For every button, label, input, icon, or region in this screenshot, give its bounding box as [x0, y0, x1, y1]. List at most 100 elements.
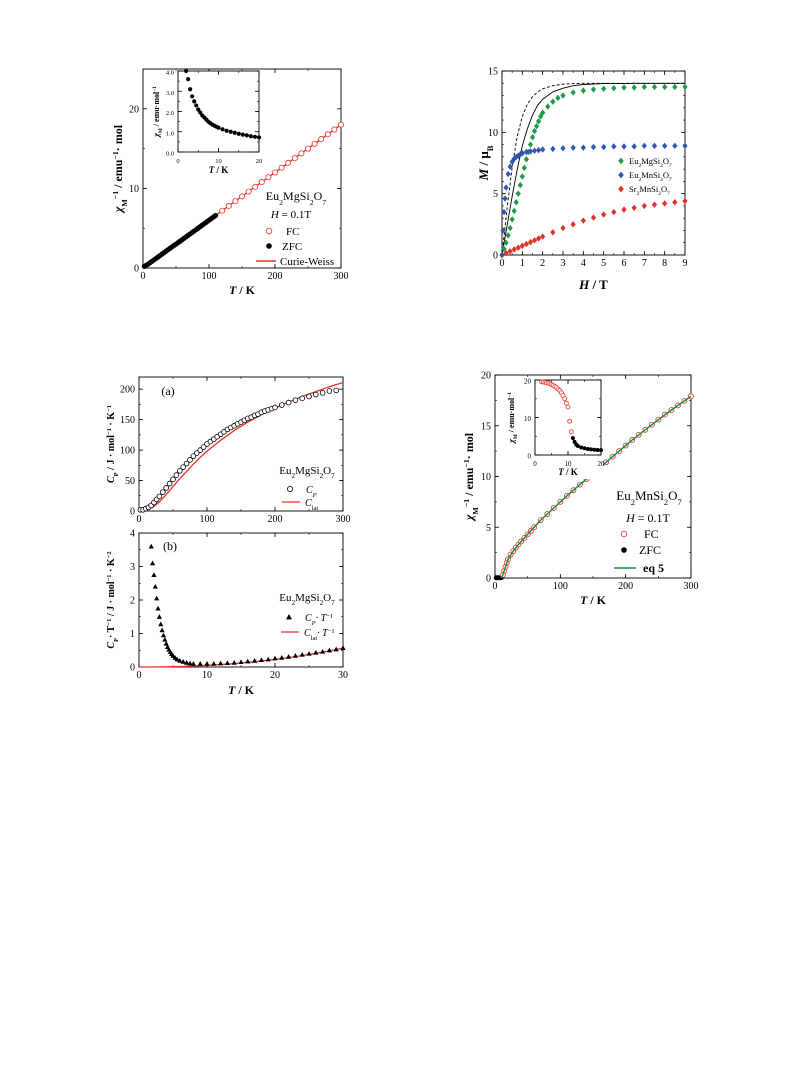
chi-mn-inset-xtick-label: 20 [598, 460, 606, 468]
cpt-ytick-label: 0 [130, 663, 135, 674]
mh-mg-point [503, 239, 509, 246]
cpt-point [187, 660, 193, 666]
cpt-point [154, 595, 160, 601]
chi-mg-fc-point [252, 183, 259, 190]
chi-mg-ytick-label: 10 [129, 184, 139, 195]
cpt-ytick-label: 1 [130, 629, 135, 640]
chi-mg-fc-point [278, 164, 285, 171]
cpt-panel-label: (b) [163, 539, 177, 553]
cp-point [333, 387, 340, 394]
chi-mn-legend-fc-marker [620, 530, 628, 538]
mh-xtick-label: 9 [683, 258, 688, 269]
cp-ytick-label: 0 [130, 507, 135, 518]
cp-point [312, 391, 319, 398]
cp-compound: Eu2MgSi2O7 [279, 465, 335, 480]
cpt-point [180, 659, 186, 664]
chi-mg-ytick-label: 20 [129, 104, 139, 115]
chi-mg-fc-point [291, 155, 298, 162]
mh-mg-point [517, 181, 523, 189]
mh-sr-point [515, 244, 521, 251]
mh-ylabel: M / μB [476, 145, 495, 181]
mh-xtick-label: 6 [622, 258, 627, 269]
chi-mn-ytick-label: 0 [486, 574, 491, 585]
mh-mn-point [517, 151, 523, 158]
chi-mg-inset-point [256, 135, 262, 140]
mh-mg-point [515, 190, 521, 197]
chi-mn-inset: 0 10 20 0 10 20 T / K χM / emu·mol−1 [501, 378, 606, 479]
cp-point [200, 444, 207, 450]
mh-ytick-label: 5 [493, 189, 498, 200]
chart-heat-capacity-over-t: 0 10 20 30 0 1 2 3 4 (b) T / K CP· T−1 / J · mol−1 … [106, 529, 349, 698]
mh-sr-point [570, 221, 576, 228]
cp-ytick-label: 100 [120, 446, 135, 457]
mh-mn-point [513, 153, 519, 161]
chi-mn-xtick-label: 0 [493, 581, 498, 592]
chi-mn-inset-zfc-point [582, 446, 587, 451]
chi-mg-inset-point [236, 131, 241, 136]
mh-mg-point [672, 83, 678, 91]
cpt-point [152, 584, 158, 589]
chi-mg-ytick-label: 0 [134, 264, 139, 275]
chi-mg-inset-point [228, 129, 233, 134]
cp-panel-label: (a) [161, 384, 174, 398]
cpt-point [279, 655, 285, 660]
chi-mn-inset-fc-point [563, 400, 569, 406]
mh-xtick-label: 1 [520, 258, 525, 269]
mh-solid-curve [501, 82, 685, 256]
cpt-point [174, 656, 180, 662]
mh-mg-point [540, 109, 546, 116]
cpt-point [190, 661, 196, 666]
cpt-compound: Eu2MgSi2O7 [279, 592, 335, 607]
chi-mn-inset-zfc-point [575, 444, 580, 448]
cpt-xtick-label: 10 [202, 670, 212, 681]
cpt-point [238, 659, 244, 665]
mh-mn-point [523, 148, 529, 156]
mh-mg-point [529, 134, 536, 141]
mh-mn-point [682, 142, 688, 150]
chi-mn-inset-ytick-label: 10 [524, 415, 532, 423]
mh-sr-point [550, 229, 556, 236]
mh-legend-mg: Eu2MgSi2O7 [629, 156, 672, 169]
chi-mg-inset-bg [148, 71, 261, 176]
cpt-point [231, 660, 237, 665]
chi-mg-inset-point [198, 110, 203, 115]
mh-mn-point [531, 147, 538, 154]
cpt-point [211, 661, 217, 666]
chi-mn-xtick-label: 300 [684, 581, 699, 592]
chi-mg-fc-point [225, 202, 232, 209]
mh-mn-point [540, 146, 546, 153]
chi-mn-inset-zfc-point [579, 445, 584, 450]
chi-mg-legend-fc: FC [286, 226, 299, 238]
mh-sr-point [560, 224, 566, 232]
chi-mn-legend-zfc-marker [621, 547, 627, 553]
mh-mg-point [611, 84, 617, 92]
chi-mn-field: H = 0.1T [625, 511, 670, 525]
mh-xtick-label: 8 [662, 258, 667, 269]
mh-mn-point [621, 143, 627, 150]
cpt-ytick-label: 4 [130, 529, 135, 540]
mh-sr-point [540, 233, 546, 240]
chi-mn-inset-ytick-label: 0 [528, 453, 532, 461]
mh-mg-point [523, 156, 529, 163]
cpt-point [184, 660, 190, 665]
mh-sr-point [621, 206, 627, 213]
mh-mg-point [580, 87, 586, 94]
mh-sr-point [503, 249, 509, 257]
mh-mg-point [651, 83, 658, 91]
cpt-point [265, 656, 271, 662]
mh-mn-point [500, 227, 506, 234]
mh-mg-point [531, 127, 538, 135]
chi-mg-inset-point [190, 94, 195, 99]
cpt-point [320, 648, 326, 654]
cpt-legend-clat: Clat· T−1 [304, 628, 335, 642]
mh-mn-point [502, 195, 508, 202]
mh-sr-point [641, 202, 647, 210]
cpt-point [252, 658, 258, 663]
chi-mg-inset-xlabel: T / K [209, 165, 229, 175]
chi-mg-zfc-point [213, 212, 219, 219]
mh-sr-point [523, 240, 529, 248]
mh-mn-point [651, 142, 658, 150]
cp-xtick-label: 100 [200, 514, 215, 525]
mh-sr-point [527, 238, 534, 246]
mh-mg-point [662, 83, 668, 91]
